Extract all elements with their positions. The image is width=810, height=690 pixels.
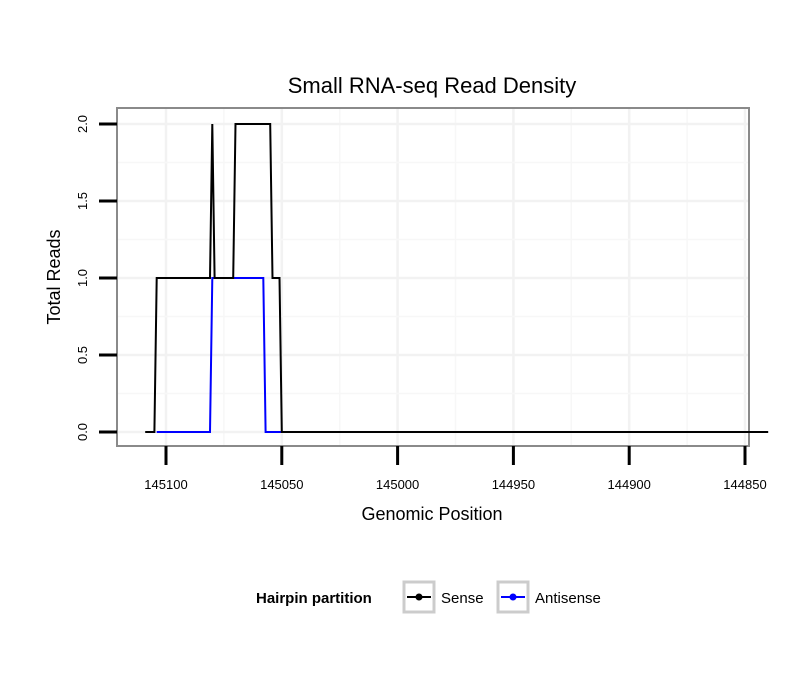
series-line-antisense (156, 277, 282, 433)
legend-label: Sense (441, 590, 484, 607)
x-tick-label: 145050 (260, 477, 303, 492)
y-axis: 0.0 0.5 1.0 1.5 2.0 (75, 115, 117, 441)
legend-title: Hairpin partition (256, 590, 372, 607)
chart-title: Small RNA-seq Read Density (288, 73, 577, 98)
x-tick-label: 144850 (723, 477, 766, 492)
x-tick-label: 145100 (144, 477, 187, 492)
y-tick-label: 1.5 (75, 192, 90, 210)
series-layer (145, 123, 769, 433)
y-tick-label: 1.0 (75, 269, 90, 287)
legend-item-sense: Sense (402, 580, 484, 614)
x-axis-title: Genomic Position (361, 504, 502, 524)
x-axis: 145100 145050 145000 144950 144900 144850 (144, 446, 767, 492)
legend-item-antisense: Antisense (496, 580, 601, 614)
legend-items: Sense Antisense (402, 580, 601, 614)
x-tick-label: 145000 (376, 477, 419, 492)
y-tick-label: 0.0 (75, 423, 90, 441)
x-tick-label: 144900 (608, 477, 651, 492)
series-line-sense (145, 123, 769, 433)
x-tick-label: 144950 (492, 477, 535, 492)
y-tick-label: 0.5 (75, 346, 90, 364)
grid (117, 108, 749, 446)
y-tick-label: 2.0 (75, 115, 90, 133)
y-axis-title: Total Reads (44, 229, 64, 324)
legend: Hairpin partition Sense Antisense (256, 580, 601, 614)
legend-key-marker (509, 593, 517, 601)
legend-label: Antisense (535, 590, 601, 607)
legend-key-marker (415, 593, 423, 601)
